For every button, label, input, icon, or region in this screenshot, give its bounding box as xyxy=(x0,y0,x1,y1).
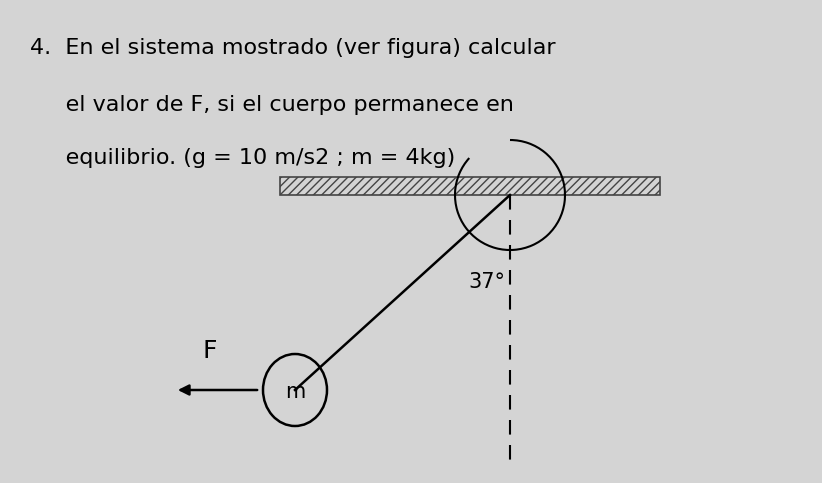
Text: 37°: 37° xyxy=(468,272,505,292)
Text: equilibrio. (g = 10 m/s2 ; m = 4kg): equilibrio. (g = 10 m/s2 ; m = 4kg) xyxy=(30,148,455,168)
Bar xyxy=(280,177,660,195)
Text: 4.  En el sistema mostrado (ver figura) calcular: 4. En el sistema mostrado (ver figura) c… xyxy=(30,38,556,58)
Text: el valor de F, si el cuerpo permanece en: el valor de F, si el cuerpo permanece en xyxy=(30,95,514,115)
Text: m: m xyxy=(285,382,305,402)
Text: F: F xyxy=(203,339,217,363)
